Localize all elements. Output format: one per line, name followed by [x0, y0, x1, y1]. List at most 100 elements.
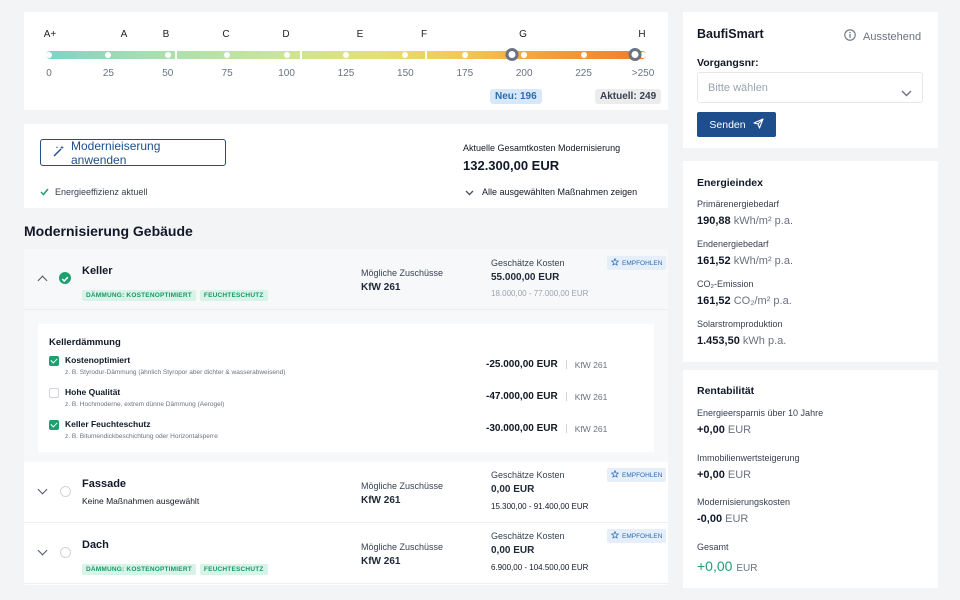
- section-row-fassade[interactable]: Fassade Keine Maßnahmen ausgewählt Mögli…: [24, 462, 668, 523]
- energy-class-label: B: [162, 29, 170, 40]
- send-button[interactable]: Senden: [697, 112, 776, 137]
- keller-detail-panel: Kellerdämmung Kostenoptimiert z. B. Styro…: [38, 324, 654, 452]
- rentabilitaet-card: Rentabilität Energieersparnis über 10 Ja…: [683, 370, 938, 588]
- star-icon: [610, 257, 620, 268]
- value-number: +0,00: [697, 557, 733, 574]
- energy-class-label: G: [519, 29, 527, 40]
- new-value-knob[interactable]: [505, 48, 519, 61]
- scale-tick-dot: [105, 52, 112, 58]
- detail-option-row[interactable]: Hohe Qualität z. B. Hochmoderne, extrem d…: [38, 386, 654, 416]
- option-price: -30.000,00 EUR KfW 261: [486, 423, 607, 434]
- info-icon: [844, 28, 856, 46]
- value-unit: kWh p.a.: [742, 335, 787, 347]
- value-number: 1.453,50: [697, 335, 740, 347]
- section-tags: DÄMMUNG: KOSTENOPTIMIERT FEUCHTESCHUTZ: [82, 284, 272, 302]
- scale-tick-label: 225: [575, 68, 592, 79]
- energieindex-label: CO₂-Emission: [697, 279, 754, 289]
- option-price: -25.000,00 EUR KfW 261: [486, 359, 607, 370]
- scale-tick-label: 150: [397, 68, 414, 79]
- energieindex-value: 161,52 CO₂/m² p.a.: [697, 295, 792, 307]
- recommended-badge: EMPFOHLEN: [607, 256, 667, 270]
- recommended-badge: EMPFOHLEN: [607, 529, 667, 543]
- option-price: -47.000,00 EUR KfW 261: [486, 391, 607, 402]
- status-text: Ausstehend: [863, 31, 922, 43]
- scale-tick-dot: [461, 52, 468, 58]
- option-value: -25.000,00 EUR: [486, 359, 558, 370]
- energy-scale-card: A+ A B C D E F G H 0 25 50 75 100 125 150 175 200 225 >250…: [24, 12, 668, 110]
- divider: [565, 360, 567, 369]
- value-number: +0,00: [697, 468, 725, 481]
- magic-wand-icon: [53, 145, 65, 160]
- chevron-down-icon[interactable]: [37, 545, 48, 556]
- detail-option-row[interactable]: Keller Feuchteschutz z. B. Bitumendickbes…: [38, 418, 654, 448]
- subsidy-value: KfW 261: [361, 556, 401, 567]
- new-value-pill: Neu: 196: [490, 89, 542, 104]
- divider: [565, 392, 567, 401]
- energy-class-label: D: [282, 29, 290, 40]
- rentabilitaet-total: +0,00 EUR: [697, 558, 757, 574]
- current-value-knob[interactable]: [628, 48, 642, 61]
- scale-tick-dot: [224, 52, 231, 58]
- rentabilitaet-title: Rentabilität: [697, 385, 755, 397]
- vorgang-label: Vorgangsnr:: [697, 57, 759, 69]
- section-unchecked-icon[interactable]: [60, 486, 71, 497]
- section-row-dach[interactable]: Dach DÄMMUNG: KOSTENOPTIMIERT FEUCHTESCHU…: [24, 523, 668, 584]
- summary-card: Modernieiserung anwenden Energieeffizien…: [24, 124, 668, 208]
- value-unit: EUR: [725, 513, 749, 525]
- check-icon: [40, 183, 49, 201]
- value-unit: kWh/m² p.a.: [733, 215, 794, 227]
- scale-tick-dot: [46, 52, 52, 58]
- rentabilitaet-label: Modernisierungskosten: [697, 497, 791, 507]
- scale-separator: [300, 50, 302, 60]
- section-title: Modernisierung Gebäude: [24, 223, 193, 239]
- option-checkbox[interactable]: [49, 420, 59, 430]
- energieindex-title: Energieindex: [697, 177, 763, 189]
- cost-value: 0,00 EUR: [491, 545, 535, 556]
- scale-separator: [175, 50, 177, 60]
- subsidy-label: Mögliche Zuschüsse: [361, 542, 444, 552]
- baufismart-title: BaufiSmart: [697, 27, 764, 41]
- baufismart-card: BaufiSmart Ausstehend Vorgangsnr: Bitte …: [683, 12, 938, 148]
- scale-tick-label: 75: [221, 68, 233, 79]
- energieindex-label: Primärenergiebedarf: [697, 199, 780, 209]
- option-value: -47.000,00 EUR: [486, 391, 558, 402]
- rentabilitaet-value: -0,00 EUR: [697, 513, 748, 525]
- show-all-measures-toggle[interactable]: Alle ausgewählten Maßnahmen zeigen: [465, 183, 637, 201]
- star-icon: [610, 469, 620, 480]
- option-label: Kostenoptimiert: [65, 355, 131, 365]
- energy-class-label: A: [120, 29, 128, 40]
- rentabilitaet-value: +0,00 EUR: [697, 424, 751, 436]
- cost-range: 15.300,00 - 91.400,00 EUR: [491, 502, 589, 511]
- send-label: Senden: [709, 118, 746, 131]
- current-value-pill: Aktuell: 249: [595, 89, 662, 104]
- option-kfw: KfW 261: [574, 391, 608, 402]
- chevron-down-icon[interactable]: [37, 484, 48, 495]
- section-unchecked-icon[interactable]: [60, 547, 71, 558]
- scale-tick-label: 0: [46, 68, 52, 79]
- status-indicator: Ausstehend: [844, 28, 921, 46]
- energy-class-label: E: [356, 29, 364, 40]
- send-icon: [753, 116, 764, 134]
- subsidy-value: KfW 261: [361, 495, 401, 506]
- rentabilitaet-label: Gesamt: [697, 541, 729, 552]
- tag: FEUCHTESCHUTZ: [199, 290, 268, 301]
- rentabilitaet-label: Energieersparnis über 10 Jahre: [697, 408, 824, 418]
- apply-modernization-label: Modernieiserung anwenden: [71, 138, 161, 167]
- vorgang-select[interactable]: Bitte wählen: [697, 72, 923, 103]
- detail-option-row[interactable]: Kostenoptimiert z. B. Styrodur-Dämmung (ä…: [38, 354, 654, 384]
- option-description: z. B. Styrodur-Dämmung (ähnlich Styropor…: [65, 369, 286, 376]
- scale-tick-label: >250: [631, 68, 655, 79]
- chevron-down-icon: [901, 84, 912, 102]
- section-row-keller[interactable]: Keller DÄMMUNG: KOSTENOPTIMIERT FEUCHTESC…: [24, 249, 668, 310]
- chevron-up-icon[interactable]: [37, 275, 48, 286]
- option-checkbox[interactable]: [49, 356, 59, 366]
- apply-modernization-button[interactable]: Modernieiserung anwenden: [40, 138, 226, 167]
- option-checkbox[interactable]: [49, 388, 59, 398]
- energy-class-label: H: [638, 29, 646, 40]
- rentabilitaet-value: +0,00 EUR: [697, 469, 751, 481]
- cost-range: 18.000,00 - 77.000,00 EUR: [491, 289, 589, 298]
- total-cost-label: Aktuelle Gesamtkosten Modernisierung: [463, 143, 621, 153]
- cost-label: Geschätze Kosten: [491, 258, 565, 268]
- energy-class-label: F: [420, 29, 428, 40]
- value-number: 161,52: [697, 255, 731, 267]
